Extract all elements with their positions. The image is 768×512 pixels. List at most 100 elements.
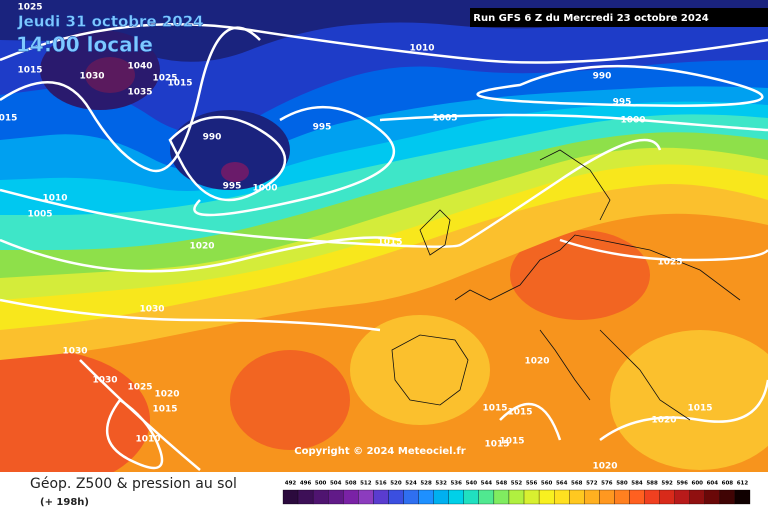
- legend-swatch: [463, 489, 479, 505]
- footer-title: Géop. Z500 & pression au sol: [30, 476, 237, 492]
- isobar-label: 1000: [620, 116, 645, 126]
- isobar: [0, 26, 261, 173]
- isobar-label: 1040: [127, 62, 152, 72]
- isobar: [499, 402, 562, 441]
- isobar-label: 1000: [252, 184, 277, 194]
- legend-swatch: [719, 489, 736, 505]
- run-box: [470, 8, 768, 27]
- legend-label: 592: [661, 481, 673, 487]
- isobar-label: 1030: [92, 376, 117, 386]
- isobar: [559, 238, 768, 262]
- legend-swatch: [538, 489, 555, 505]
- isobar-label: 1025: [127, 383, 152, 393]
- isobars: [0, 23, 768, 471]
- legend-label: 568: [571, 481, 583, 487]
- isobar-label: 1015: [152, 405, 177, 415]
- legend-swatch: [297, 489, 314, 505]
- legend-swatch: [704, 489, 721, 505]
- legend-swatch: [478, 489, 495, 505]
- legend-label: 556: [526, 481, 538, 487]
- isobar-label: 1005: [27, 210, 52, 220]
- legend-swatch: [373, 489, 389, 505]
- legend-label: 544: [481, 481, 493, 487]
- isobar: [193, 105, 395, 217]
- isobar-label: 1025: [17, 3, 42, 13]
- isobar-label: 995: [613, 98, 632, 108]
- legend-label: 596: [676, 481, 688, 487]
- isobar: [379, 113, 768, 132]
- legend-label: 604: [707, 481, 719, 487]
- isobar-label: 1020: [524, 357, 549, 367]
- legend-swatch: [689, 489, 705, 505]
- legend-label: 612: [737, 481, 749, 487]
- warm-area: [350, 315, 490, 425]
- isobar-label: 995: [223, 182, 242, 192]
- legend-swatch: [554, 489, 570, 505]
- legend-label: 564: [556, 481, 568, 487]
- legend-swatch: [358, 489, 374, 505]
- isobar-label: 1020: [189, 242, 214, 252]
- legend-label: 584: [631, 481, 643, 487]
- isobar-label: 1030: [62, 347, 87, 357]
- isobar-label: 1025: [152, 74, 177, 84]
- legend-swatch: [433, 489, 449, 505]
- legend-label: 576: [601, 481, 613, 487]
- isobar: [105, 398, 164, 470]
- legend-label: 588: [646, 481, 658, 487]
- isobar-label: 1010: [42, 194, 67, 204]
- isobar-label: 1015: [484, 440, 509, 450]
- legend-label: 496: [300, 481, 312, 487]
- legend-label: 548: [496, 481, 508, 487]
- isobar-label: 1015: [687, 404, 712, 414]
- copyright: Copyright © 2024 Meteociel.fr: [294, 446, 465, 457]
- isobar-label: 1025: [657, 258, 682, 268]
- legend-swatch: [523, 489, 540, 505]
- legend-label: 524: [405, 481, 417, 487]
- hot-area: [0, 350, 150, 490]
- isobar-label: 1030: [139, 305, 164, 315]
- legend-label: 508: [345, 481, 357, 487]
- isobar-labels: 1025015101510301040103510251015990995995…: [0, 3, 713, 472]
- isobar: [599, 379, 768, 442]
- isobar-label: 990: [593, 72, 612, 82]
- isobar-label: 995: [313, 123, 332, 133]
- legend-swatch: [659, 489, 675, 505]
- legend-swatch: [734, 489, 751, 505]
- legend-label: 500: [315, 481, 327, 487]
- legend-swatch: [403, 489, 419, 505]
- isobar-label: 1015: [377, 238, 402, 248]
- legend-label: 528: [420, 481, 432, 487]
- isobar-label: 1020: [651, 416, 676, 426]
- legend-swatch: [343, 489, 359, 505]
- isobar-label: 1015: [507, 408, 532, 418]
- isobar-label: 1015: [482, 404, 507, 414]
- isobar: [0, 138, 662, 248]
- legend-swatch: [388, 489, 404, 505]
- forecast-date: Jeudi 31 octobre 2024: [17, 13, 204, 31]
- isobar-label: 1020: [592, 462, 617, 472]
- isobar: [168, 115, 287, 202]
- legend-swatch: [508, 489, 525, 505]
- isobar: [476, 64, 764, 107]
- legend-swatch: [644, 489, 660, 505]
- legend-swatch: [629, 489, 645, 505]
- legend-label: 572: [586, 481, 598, 487]
- isobar-label: 1035: [127, 88, 152, 98]
- isobar-label: 1015: [499, 437, 524, 447]
- color-legend: 492 496 500 504 508 512 516 520 524 528 532 536 540 5…: [282, 481, 751, 505]
- legend-label: 608: [722, 481, 734, 487]
- warm-area: [610, 330, 768, 470]
- legend-label: 512: [360, 481, 372, 487]
- coastlines: [391, 149, 741, 421]
- legend-label: 532: [435, 481, 447, 487]
- isobar: [0, 23, 768, 64]
- forecast-lead: (+ 198h): [40, 497, 89, 508]
- legend-label: 536: [450, 481, 462, 487]
- isobar-label: 015: [0, 114, 17, 124]
- run-info: Run GFS 6 Z du Mercredi 23 octobre 2024: [473, 13, 709, 24]
- isobar-label: 1010: [409, 44, 434, 54]
- legend-label: 516: [375, 481, 387, 487]
- isobar-label: 1010: [135, 435, 160, 445]
- legend-swatch: [282, 489, 299, 505]
